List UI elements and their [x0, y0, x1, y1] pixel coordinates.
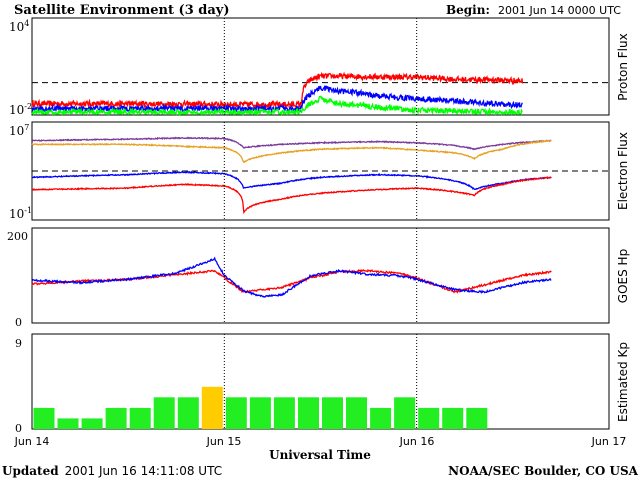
proton-ytick-top: 104	[9, 19, 29, 34]
updated-line: Updated 2001 Jun 16 14:11:08 UTC	[2, 464, 222, 478]
goes-ytick-bottom: 0	[15, 316, 22, 329]
kp-bar	[418, 407, 440, 429]
goes-hp-panel-frame	[31, 227, 610, 324]
kp-ytick-bottom: 0	[15, 422, 22, 435]
credit-text: NOAA/SEC Boulder, CO USA	[448, 464, 639, 478]
proton-line-green	[31, 95, 523, 117]
updated-label: Updated	[2, 464, 59, 478]
kp-bar	[322, 397, 343, 429]
kp-panel-frame	[31, 333, 610, 430]
day-gridlines	[223, 18, 418, 429]
electron-ytick-bottom: 10-1	[9, 206, 32, 221]
chart-title: Satellite Environment (3 day)	[14, 3, 229, 18]
kp-bar	[57, 418, 79, 429]
goes-ytick-top: 200	[7, 230, 28, 243]
kp-bars	[33, 386, 488, 429]
kp-bar	[466, 407, 488, 429]
kp-bar	[249, 397, 271, 429]
kp-bar	[370, 407, 392, 429]
begin-label: Begin:	[446, 3, 490, 17]
proton-line-red	[31, 71, 524, 110]
goes-hp-ylabel: GOES Hp	[616, 249, 630, 303]
kp-bar	[177, 397, 199, 429]
electron-ytick-top: 107	[9, 123, 29, 138]
kp-bar	[346, 397, 367, 429]
kp-bar	[394, 397, 416, 429]
x-axis-title: Universal Time	[269, 448, 371, 462]
xtick-jun17: Jun 17	[591, 435, 627, 448]
proton-panel-frame	[31, 17, 610, 116]
kp-ytick-top: 9	[15, 337, 22, 350]
electron-ylabel: Electron Flux	[616, 132, 630, 210]
kp-bar	[201, 386, 223, 429]
electron-line-blue	[31, 170, 552, 191]
kp-bar	[33, 407, 55, 429]
kp-bar	[129, 407, 151, 429]
proton-flux-series	[31, 71, 609, 117]
goes-hp-line-blue	[31, 256, 552, 298]
electron-line-orange	[31, 139, 552, 164]
goes-hp-series	[31, 256, 552, 298]
updated-value: 2001 Jun 16 14:11:08 UTC	[65, 464, 223, 478]
xtick-jun15: Jun 15	[206, 435, 242, 448]
kp-bar	[153, 397, 175, 429]
electron-flux-series	[31, 136, 609, 215]
xtick-jun14: Jun 14	[14, 435, 50, 448]
proton-ytick-bottom: 10-2	[9, 102, 32, 117]
begin-value: 2001 Jun 14 0000 UTC	[498, 4, 621, 17]
kp-bar	[81, 418, 103, 429]
kp-bar	[273, 397, 295, 429]
electron-line-purple	[31, 136, 552, 151]
proton-line-blue	[31, 84, 523, 114]
kp-bar	[442, 407, 464, 429]
proton-ylabel: Proton Flux	[616, 33, 630, 100]
xtick-jun16: Jun 16	[399, 435, 435, 448]
kp-bar	[298, 397, 319, 429]
electron-line-red	[31, 176, 552, 215]
kp-bar	[105, 407, 127, 429]
kp-bar	[225, 397, 247, 429]
kp-ylabel: Estimated Kp	[616, 342, 630, 422]
